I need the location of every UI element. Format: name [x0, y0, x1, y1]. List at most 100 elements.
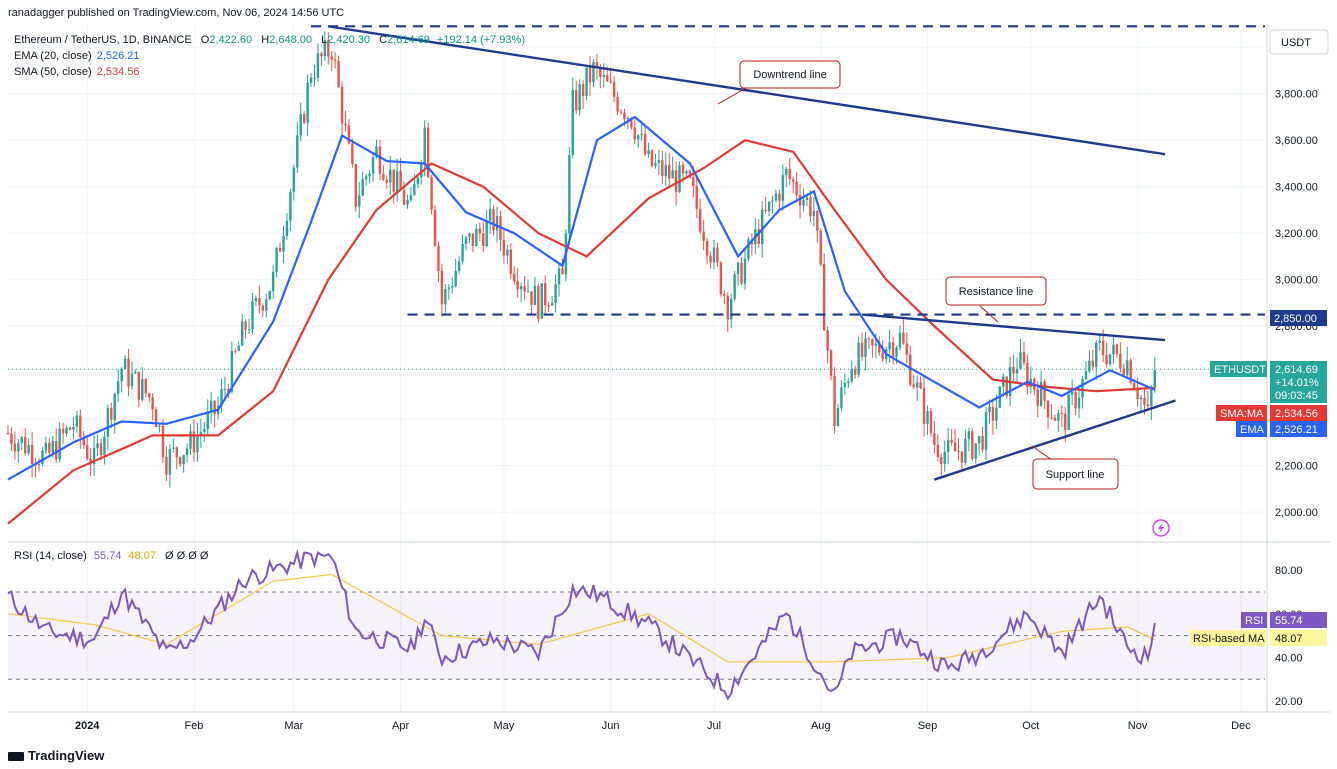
- price-axis-label: 3,000.00: [1275, 275, 1318, 287]
- candle-body: [588, 67, 592, 83]
- candle-body: [609, 81, 612, 83]
- candle-body: [544, 283, 547, 306]
- candle-body: [950, 439, 953, 443]
- flash-icon[interactable]: [1152, 519, 1170, 537]
- candle-body: [513, 273, 516, 282]
- candle-body: [1012, 367, 1015, 374]
- level-tag-bg: [1270, 310, 1327, 326]
- candle-body: [130, 373, 134, 387]
- candle-body: [960, 451, 964, 463]
- candle-body: [592, 62, 595, 83]
- candle-body: [1136, 389, 1139, 400]
- candle-body: [891, 342, 895, 358]
- rsi-axis-label: 40.00: [1275, 652, 1303, 664]
- price-axis-label: 3,400.00: [1275, 182, 1318, 194]
- price-axis-label: 3,200.00: [1275, 228, 1318, 240]
- candle-body: [767, 201, 771, 212]
- candle-body: [853, 368, 857, 375]
- candle-body: [509, 249, 513, 274]
- candle-body: [915, 382, 919, 388]
- time-axis-label: Feb: [184, 720, 203, 732]
- resistance-callout[interactable]: Resistance line: [945, 276, 1047, 323]
- candle-body: [89, 458, 92, 465]
- candle-body: [237, 345, 240, 351]
- candle-body: [678, 165, 681, 193]
- resistance-text: Resistance line: [959, 286, 1034, 298]
- candle-body: [1119, 353, 1122, 369]
- candle-body: [327, 39, 330, 57]
- candle-body: [502, 239, 506, 256]
- price-axis-label: 3,600.00: [1275, 135, 1318, 147]
- symbol-title: Ethereum / TetherUS, 1D, BINANCE: [14, 34, 192, 46]
- rsi-ma-tag-value-bg: [1270, 630, 1327, 646]
- candles: [6, 31, 1157, 488]
- candle-body: [1036, 389, 1039, 406]
- candle-body: [1108, 354, 1112, 365]
- candle-body: [774, 193, 778, 201]
- level-tag: 2,850.00: [1270, 310, 1327, 326]
- candle-body: [860, 342, 864, 357]
- candle-body: [185, 448, 189, 456]
- candle-body: [840, 387, 843, 408]
- candle-body: [1150, 388, 1153, 407]
- candle-body: [320, 53, 323, 57]
- candle-body: [110, 407, 113, 420]
- downtrend-box: [739, 60, 841, 89]
- candle-body: [895, 347, 898, 358]
- candle-body: [957, 451, 960, 453]
- downtrend-callout[interactable]: Downtrend line: [717, 60, 841, 105]
- candle-body: [619, 111, 623, 113]
- candle-body: [285, 220, 289, 237]
- candle-body: [526, 291, 530, 293]
- level-tag-text: 2,850.00: [1274, 313, 1317, 325]
- candle-body: [1139, 397, 1143, 400]
- ema-tag-label-bg: [1236, 421, 1267, 437]
- candle-body: [705, 240, 709, 256]
- candle-body: [368, 173, 371, 177]
- candle-body: [661, 159, 664, 176]
- ema-legend-value: 2,526.21: [97, 50, 140, 62]
- candle-body: [1070, 391, 1074, 395]
- candle-body: [650, 150, 654, 166]
- support-callout[interactable]: Support line: [1031, 445, 1119, 490]
- candle-body: [633, 127, 636, 140]
- candle-body: [550, 302, 554, 306]
- candle-body: [630, 117, 633, 128]
- rsi-line: [7, 548, 1156, 701]
- candle-body: [578, 84, 581, 111]
- candle-body: [437, 245, 440, 271]
- candle-body: [798, 194, 802, 206]
- candle-body: [685, 171, 688, 174]
- candle-body: [444, 289, 447, 305]
- candle-body: [261, 305, 265, 311]
- candle-body: [106, 407, 110, 437]
- candle-body: [30, 445, 34, 464]
- candle-body: [671, 170, 674, 179]
- candle-body: [730, 299, 733, 320]
- time-axis-label: Dec: [1231, 720, 1251, 732]
- candle-body: [874, 343, 878, 346]
- candle-body: [664, 164, 667, 176]
- candle-body: [141, 378, 144, 400]
- resistance-box: [945, 276, 1047, 306]
- candle-body: [220, 389, 223, 406]
- candle-body: [423, 127, 426, 164]
- indicator-lines: [7, 115, 1265, 525]
- candle-body: [323, 39, 327, 57]
- candle-body: [254, 297, 258, 302]
- candle-body: [506, 249, 509, 256]
- currency-box[interactable]: [1269, 29, 1329, 55]
- candle-body: [1039, 381, 1043, 406]
- candle-body: [485, 220, 488, 247]
- candle-body: [389, 169, 392, 183]
- candle-body: [471, 233, 475, 247]
- candle-body: [17, 442, 20, 452]
- candle-body: [420, 163, 423, 178]
- candle-body: [946, 439, 950, 452]
- published-line: ranadagger published on TradingView.com,…: [8, 7, 344, 19]
- candle-body: [158, 425, 161, 427]
- candle-body: [165, 456, 168, 475]
- tradingview-brand[interactable]: TradingView: [8, 748, 104, 763]
- candle-body: [406, 199, 409, 205]
